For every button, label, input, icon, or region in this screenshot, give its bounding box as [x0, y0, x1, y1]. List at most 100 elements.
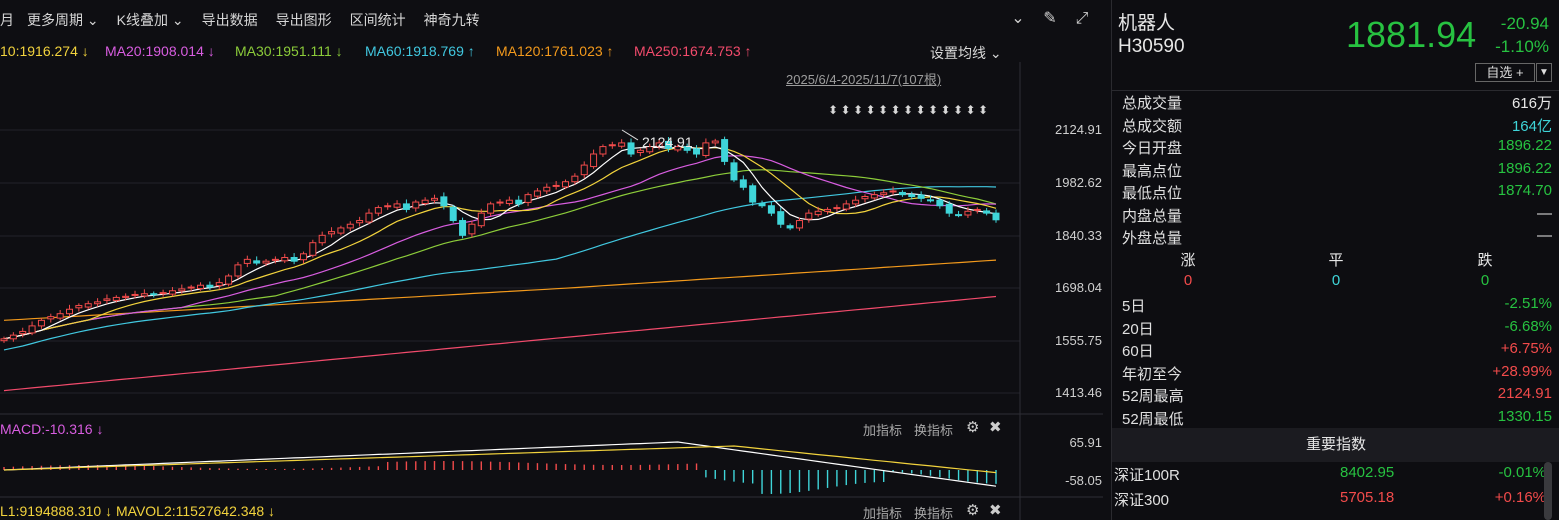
candle-body [786, 225, 794, 229]
chevron-circle-icon[interactable]: ⌄ [1011, 10, 1025, 27]
candle-body [468, 223, 476, 235]
candle-body [814, 210, 822, 216]
signal-arrow-icon: ⬍ [916, 103, 926, 117]
candle-body [477, 212, 485, 227]
gear-icon[interactable]: ⚙ [966, 419, 980, 436]
candle-body [608, 144, 616, 147]
candle-body [365, 212, 373, 223]
candle-body [356, 220, 364, 224]
perf-value: -6.68% [1504, 317, 1552, 335]
perf-value: +6.75% [1500, 340, 1552, 357]
period-fragment[interactable]: 月 [0, 12, 14, 28]
candle-body [75, 305, 83, 309]
vol-switch-indicator[interactable]: 换指标 [914, 506, 954, 520]
candle-body [103, 298, 111, 301]
y-tick: 1840.33 [1055, 228, 1102, 243]
down-count: 0 [1480, 272, 1490, 289]
macd-switch-indicator[interactable]: 换指标 [914, 423, 954, 438]
candle-body [777, 211, 785, 225]
ma120-line [3, 259, 997, 321]
candle-body [983, 210, 991, 214]
candle-body [833, 207, 841, 210]
ma250-line [3, 295, 997, 392]
export-image-button[interactable]: 导出图形 [275, 12, 332, 28]
candle-body [552, 184, 560, 187]
ma-settings-button[interactable]: 设置均线 ⌄ [930, 45, 1002, 61]
stat-value: 164亿 [1511, 117, 1552, 135]
index-row-name: 深证100R [1114, 467, 1180, 484]
candle-body [870, 194, 878, 199]
close-icon[interactable]: ✖ [989, 502, 1002, 519]
candle-body [824, 208, 832, 212]
export-data-button[interactable]: 导出数据 [201, 12, 258, 28]
candle-body [271, 258, 279, 261]
key-indices-header: 重要指数 [1112, 428, 1559, 462]
peak-label: 2124.91 [642, 134, 693, 150]
candle-body [889, 190, 897, 193]
candle-body [0, 338, 8, 342]
candle-body [618, 142, 626, 147]
perf-key: 52周最低 [1122, 410, 1184, 428]
brush-icon[interactable]: ✎ [1043, 10, 1057, 27]
close-icon[interactable]: ✖ [989, 419, 1002, 436]
index-row[interactable]: 深证300 5705.18 +0.16% [1112, 489, 1559, 513]
up-label: 涨 [1180, 252, 1196, 269]
candle-body [56, 313, 64, 319]
macd-add-indicator[interactable]: 加指标 [863, 423, 903, 438]
candle-body [337, 227, 345, 234]
signal-arrow-icon: ⬍ [878, 103, 888, 117]
signal-arrow-icon: ⬍ [928, 103, 938, 117]
candle-body [402, 203, 410, 210]
quote-panel: 机器人 H30590 1881.94 -20.94 -1.10% 自选 + ▼ … [1111, 0, 1559, 520]
magic-nine-button[interactable]: 神奇九转 [423, 12, 480, 28]
index-row[interactable]: 深证100R 8402.95 -0.01% [1112, 464, 1559, 488]
candle-body [197, 284, 205, 290]
chart-toolbar: 月 更多周期 ⌄ K线叠加 ⌄ 导出数据 导出图形 区间统计 神奇九转 ⌄ ✎ … [0, 0, 1103, 40]
candle-body [702, 142, 710, 156]
index-row-name: 深证300 [1114, 492, 1170, 509]
ma30-line [3, 169, 997, 340]
fullscreen-icon[interactable]: ⤢ [1075, 10, 1089, 27]
candle-body [955, 214, 963, 217]
index-name: 机器人 [1118, 13, 1176, 34]
candle-body [215, 282, 223, 287]
peak-pointer [621, 129, 639, 141]
signal-arrow-icon: ⬍ [966, 103, 976, 117]
candle-body [805, 212, 813, 220]
ma-legend: 10:1916.274 ↓ MA20:1908.014 ↓ MA30:1951.… [0, 40, 1103, 62]
perf-value: 1330.15 [1497, 407, 1552, 425]
more-periods-button[interactable]: 更多周期 ⌄ [27, 12, 99, 28]
candle-body [412, 201, 420, 209]
signal-arrow-icon: ⬍ [891, 103, 901, 117]
kline-overlay-button[interactable]: K线叠加 ⌄ [116, 12, 184, 28]
stat-value: 1896.22 [1497, 159, 1552, 177]
candle-body [178, 288, 186, 292]
indices-scrollbar[interactable] [1544, 462, 1552, 520]
candle-body [37, 319, 45, 327]
watchlist-dropdown-icon[interactable]: ▼ [1536, 63, 1552, 82]
down-label: 跌 [1477, 252, 1493, 269]
candle-body [795, 220, 803, 229]
candle-body [421, 199, 429, 205]
candle-body [225, 275, 233, 285]
kline-chart[interactable]: 2124.91⬍ ⬍ ⬍ ⬍ ⬍ ⬍ ⬍ ⬍ ⬍ ⬍ ⬍ ⬍ ⬍ [0, 0, 1103, 520]
candle-body [243, 258, 251, 264]
candle-body [898, 191, 906, 196]
stat-row: 内盘总量 — [1122, 205, 1552, 227]
range-stats-button[interactable]: 区间统计 [349, 12, 406, 28]
vol-add-indicator[interactable]: 加指标 [863, 506, 903, 520]
candle-body [159, 292, 167, 295]
add-watchlist-button[interactable]: 自选 + [1475, 63, 1535, 82]
signal-arrow-icon: ⬍ [978, 103, 988, 117]
ma60-line [3, 186, 997, 351]
macd-legend: MACD:-10.316 ↓ [0, 421, 104, 437]
stat-key: 总成交额 [1122, 117, 1183, 135]
gear-icon[interactable]: ⚙ [966, 502, 980, 519]
stat-key: 外盘总量 [1122, 230, 1183, 247]
stat-value: — [1537, 227, 1552, 244]
candle-body [880, 192, 888, 196]
stat-row: 总成交量 616万 [1122, 92, 1552, 114]
perf-value: -2.51% [1504, 295, 1552, 312]
candle-body [767, 205, 775, 214]
stat-key: 最高点位 [1122, 162, 1183, 180]
